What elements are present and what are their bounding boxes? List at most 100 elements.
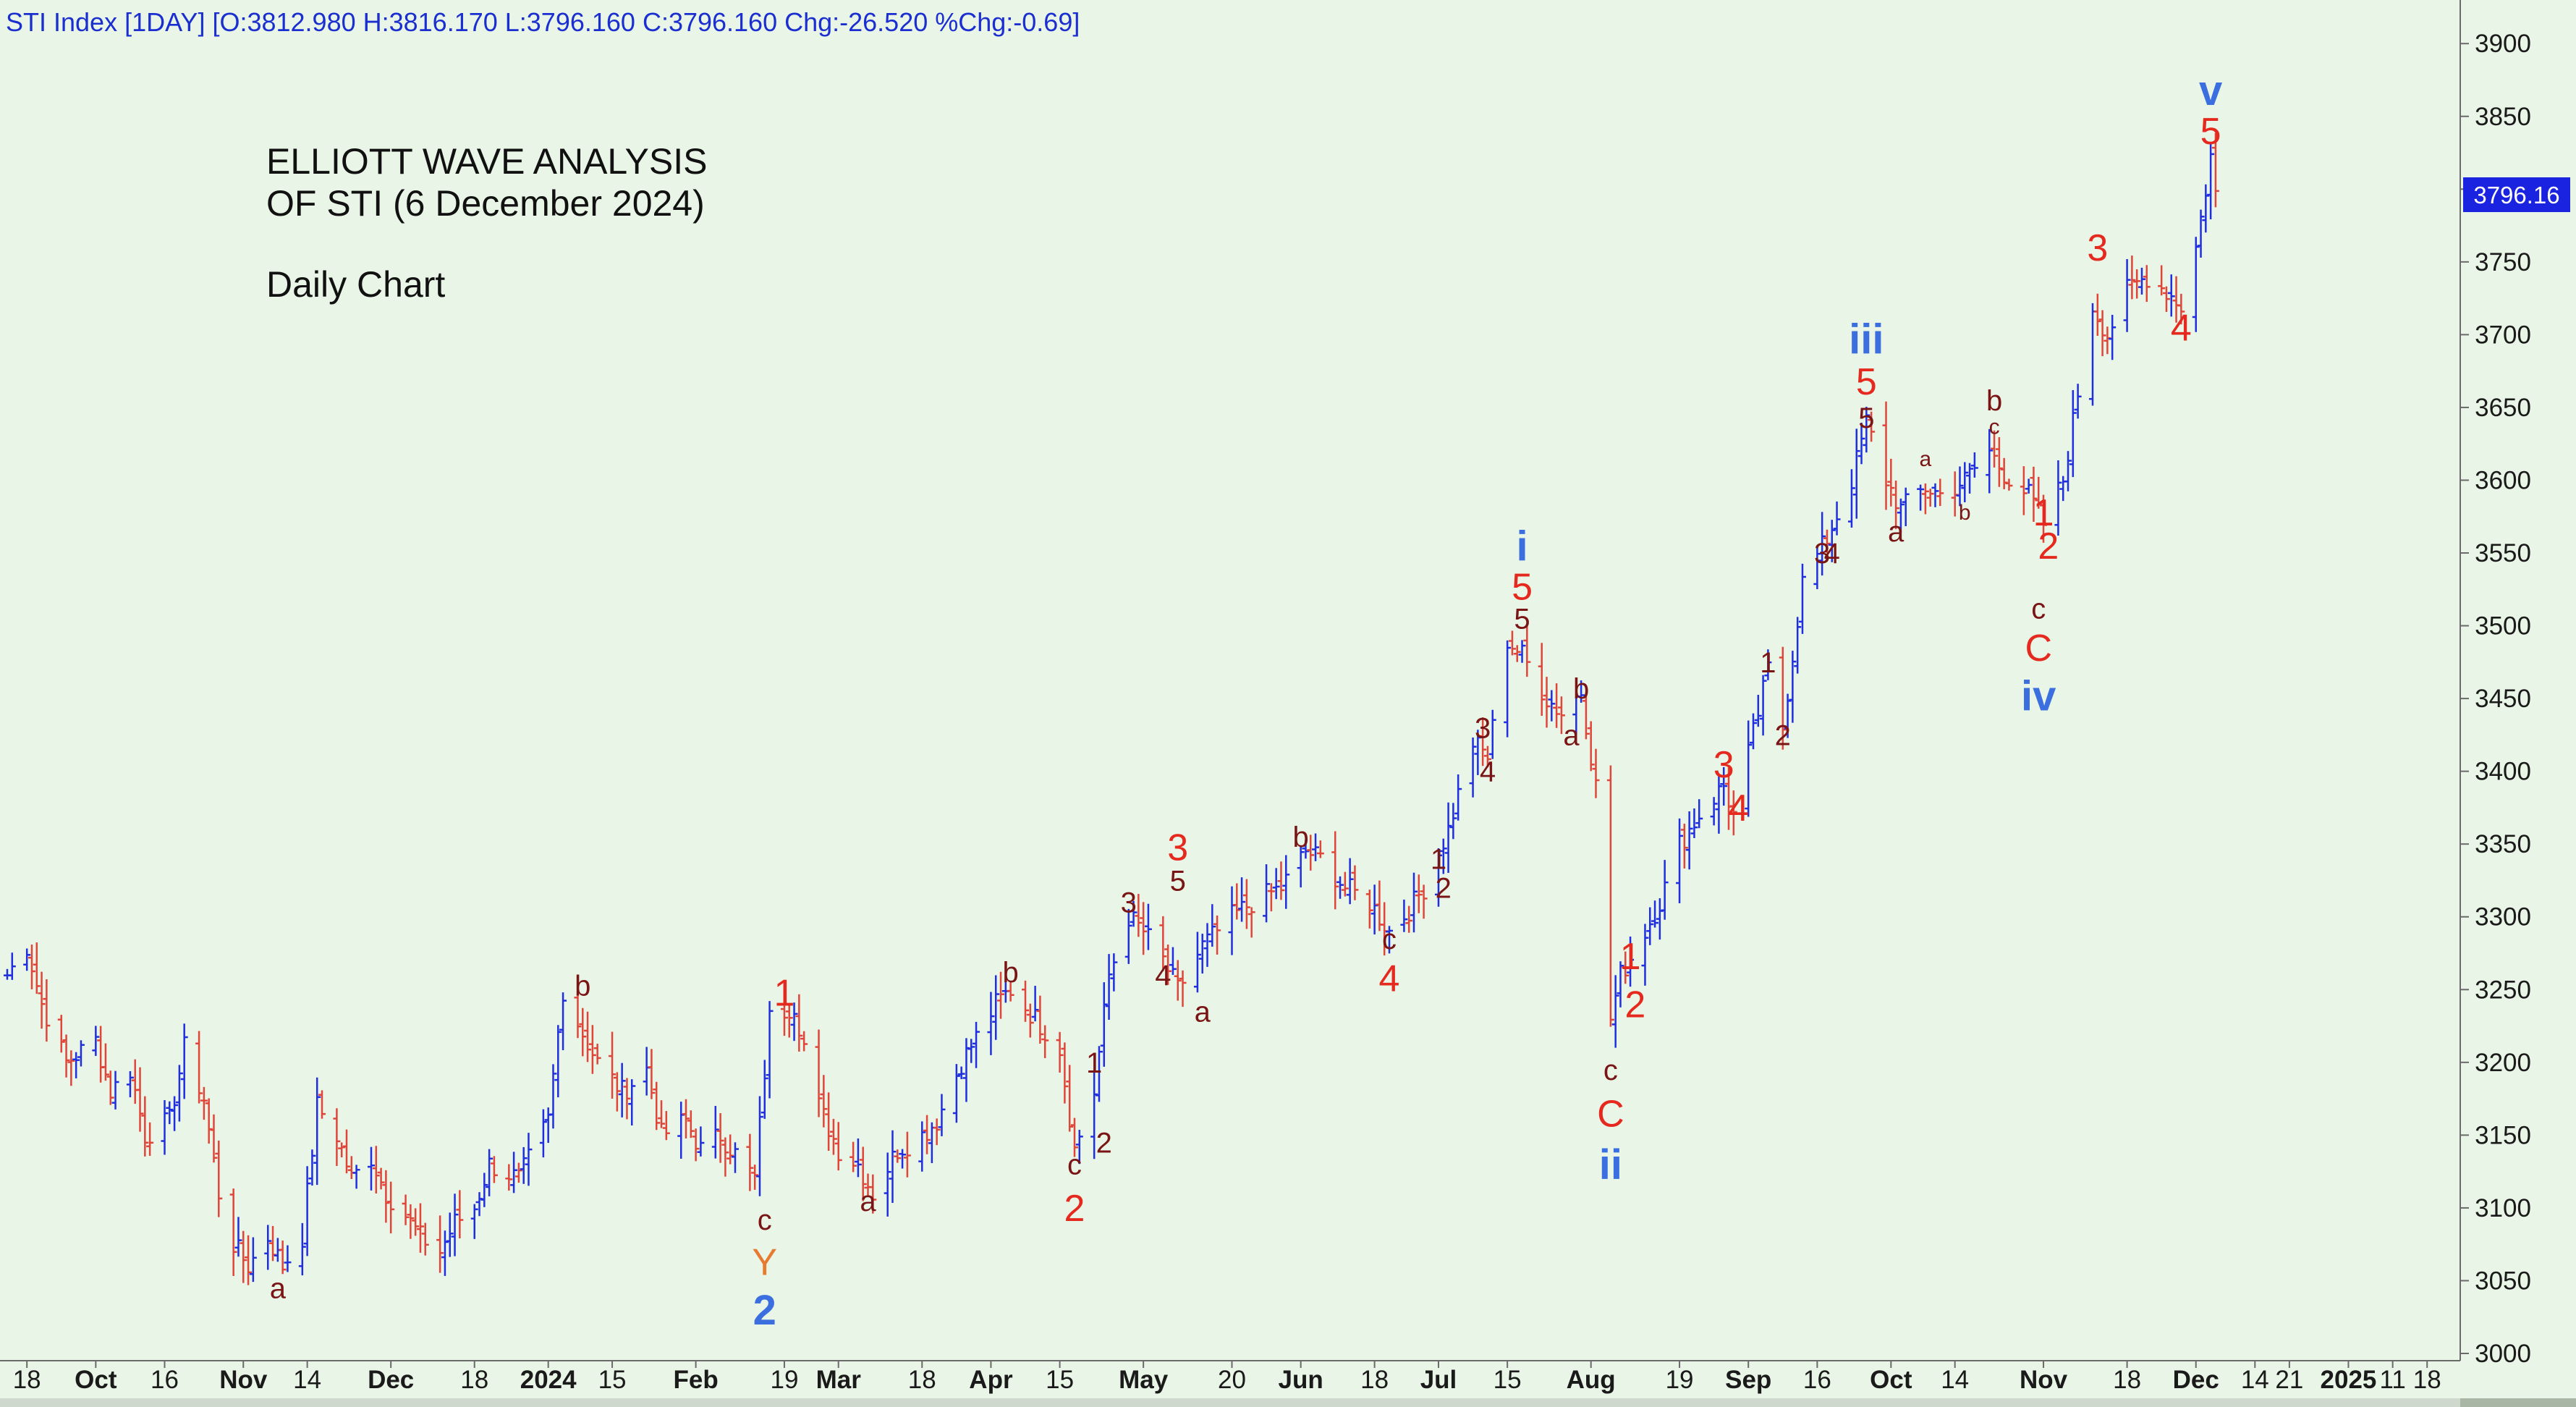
x-tick-label: Dec (368, 1366, 414, 1394)
wave-label: c (2031, 593, 2046, 625)
bottom-scrollbar[interactable] (0, 1398, 2576, 1407)
wave-label: 2 (753, 1287, 776, 1334)
wave-label: c (1989, 415, 2000, 439)
x-tick-label: 18 (2113, 1366, 2141, 1394)
x-tick-label: 15 (598, 1366, 627, 1394)
y-tick-label: 3100 (2475, 1194, 2531, 1222)
x-tick-label: 18 (908, 1366, 936, 1394)
wave-label: 3 (1814, 538, 1830, 570)
y-tick-label: 3350 (2475, 830, 2531, 858)
wave-label: 1 (2033, 492, 2054, 534)
wave-label: 2 (1436, 873, 1452, 905)
x-tick-label: 14 (2241, 1366, 2269, 1394)
x-tick-label: Oct (1870, 1366, 1912, 1394)
x-tick-label: 11 (2379, 1366, 2405, 1394)
x-tick-label: Jun (1279, 1366, 1323, 1394)
x-tick-label: 16 (151, 1366, 179, 1394)
last-price-box (2463, 177, 2570, 213)
wave-label: 1 (1431, 843, 1446, 875)
y-tick-label: 3750 (2475, 248, 2531, 276)
y-tick-label: 3050 (2475, 1267, 2531, 1295)
wave-label: 5 (1512, 566, 1533, 608)
y-tick-label: 3250 (2475, 976, 2531, 1004)
x-tick-label: Oct (75, 1366, 117, 1394)
x-tick-label: Apr (969, 1366, 1013, 1394)
y-tick-label: 3900 (2475, 30, 2531, 58)
wave-label: 2 (1096, 1127, 1112, 1159)
x-tick-label: Dec (2173, 1366, 2219, 1394)
annotation-title-line2: OF STI (6 December 2024) (266, 183, 705, 224)
wave-label: C (2025, 628, 2052, 669)
wave-label: 2 (1624, 984, 1645, 1026)
x-tick-label: 18 (2413, 1366, 2441, 1394)
y-axis: 3000 3050 3100 3150 3200 3250 3300 3350 3400 3450… (2460, 30, 2531, 1368)
x-tick-label: Feb (673, 1366, 718, 1394)
wave-label: 1 (1760, 647, 1776, 679)
x-tick-label: Jul (1420, 1366, 1457, 1394)
x-tick-label: 2024 (520, 1366, 577, 1394)
annotation-subtitle: Daily Chart (266, 264, 445, 305)
wave-label: ii (1599, 1141, 1622, 1188)
x-tick-label: 18 (13, 1366, 41, 1394)
wave-label: 3 (1475, 712, 1491, 744)
wave-label: a (1195, 996, 1211, 1028)
x-tick-label: 15 (1494, 1366, 1522, 1394)
wave-label: 5 (1858, 402, 1874, 434)
wave-label: 2 (2038, 525, 2059, 567)
wave-label: b (1959, 501, 1971, 525)
y-tick-label: 3400 (2475, 758, 2531, 786)
wave-label: 5 (1514, 604, 1530, 635)
bottom-scrollbar-thumb[interactable] (2460, 1398, 2576, 1407)
x-tick-label: 2025 (2321, 1366, 2377, 1394)
wave-label: 4 (2171, 308, 2192, 350)
wave-labels: b 1cY2aab1c223534abc4123455iba1cCii234123… (270, 67, 2223, 1334)
y-tick-label: 3550 (2475, 539, 2531, 567)
x-tick-label: 18 (1360, 1366, 1389, 1394)
wave-label: a (1888, 516, 1905, 548)
x-tick-label: 19 (1666, 1366, 1694, 1394)
x-tick-label: 20 (1218, 1366, 1246, 1394)
y-tick-label: 3700 (2475, 321, 2531, 349)
y-tick-label: 3600 (2475, 466, 2531, 494)
x-tick-label: 14 (1941, 1366, 1969, 1394)
x-tick-label: Mar (816, 1366, 862, 1394)
x-tick-label: Nov (219, 1366, 268, 1394)
wave-label: 1 (1620, 936, 1641, 978)
wave-label: 3 (2087, 227, 2108, 269)
wave-label: 1 (774, 973, 795, 1015)
x-tick-label: 15 (1046, 1366, 1074, 1394)
last-price-marker: 3796.16 (2463, 177, 2570, 213)
y-tick-label: 3450 (2475, 685, 2531, 713)
wave-label: iv (2021, 672, 2056, 719)
y-tick-label: 3850 (2475, 103, 2531, 131)
x-axis: 18 Oct 16 Nov 14 Dec 18 2024 15 Feb 19 Mar 18 Apr 15 Ma… (13, 1361, 2441, 1394)
y-tick-label: 3200 (2475, 1049, 2531, 1077)
wave-label: a (860, 1186, 876, 1217)
wave-label: 2 (1775, 719, 1791, 751)
x-tick-label: Aug (1567, 1366, 1616, 1394)
y-tick-label: 3150 (2475, 1121, 2531, 1149)
wave-label: b (1293, 821, 1309, 853)
x-tick-label: 19 (770, 1366, 798, 1394)
wave-label: 5 (1170, 865, 1186, 897)
wave-label: b (1986, 385, 2002, 417)
y-tick-label: 3500 (2475, 612, 2531, 641)
y-tick-label: 3650 (2475, 394, 2531, 422)
x-tick-label: Sep (1725, 1366, 1771, 1394)
wave-label: v (2199, 67, 2222, 114)
wave-label: c (1382, 924, 1397, 955)
wave-label: 3 (1713, 744, 1734, 786)
y-tick-label: 3000 (2475, 1340, 2531, 1368)
y-tick-label: 3300 (2475, 903, 2531, 931)
wave-label: c (758, 1204, 772, 1236)
wave-label: a (1920, 447, 1932, 471)
wave-label: 5 (2200, 111, 2221, 153)
wave-label: i (1516, 523, 1528, 570)
last-price-label: 3796.16 (2473, 182, 2559, 208)
wave-label: a (1563, 719, 1580, 751)
wave-label: b (1003, 957, 1019, 989)
wave-label: 3 (1121, 887, 1137, 919)
wave-label: 4 (1155, 960, 1171, 992)
wave-label: 4 (1824, 538, 1840, 570)
